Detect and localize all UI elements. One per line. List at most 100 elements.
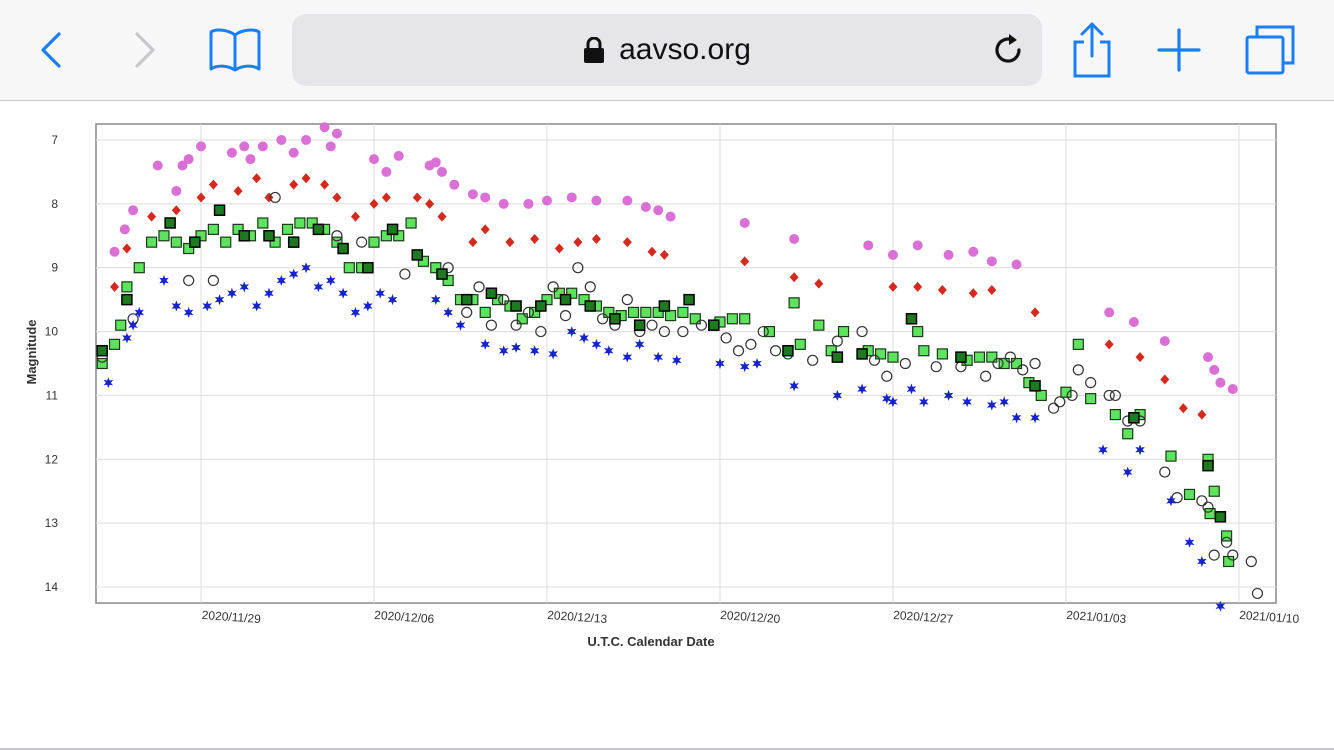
reload-icon[interactable] <box>990 32 1026 68</box>
data-point-star <box>832 389 843 401</box>
data-point-circle <box>1011 259 1022 270</box>
data-point-open-circle <box>1109 389 1121 402</box>
data-point-square <box>689 313 701 325</box>
data-point-square <box>281 223 294 235</box>
data-point-open-circle <box>1054 396 1066 408</box>
y-tick-label: 9 <box>51 261 58 275</box>
browser-toolbar: aavso.org <box>0 0 1334 101</box>
new-tab-icon[interactable] <box>1156 18 1202 82</box>
data-point-diamond <box>369 198 379 209</box>
data-point-open-circle <box>720 332 732 344</box>
data-point-diamond <box>437 211 447 222</box>
data-point-star <box>857 383 867 395</box>
data-point-open-circle <box>930 361 942 373</box>
data-point-open-circle <box>732 345 745 357</box>
data-point-square <box>1010 357 1023 370</box>
data-point-diamond <box>622 237 632 248</box>
data-point-square-dark <box>708 319 720 331</box>
data-point-star <box>264 287 274 299</box>
data-point-square <box>294 217 306 229</box>
data-point-square <box>417 255 430 267</box>
share-icon[interactable] <box>1070 18 1114 82</box>
data-point-open-circle <box>207 274 219 287</box>
data-point-open-circle <box>269 191 281 204</box>
data-point-square <box>936 348 948 360</box>
data-point-circle <box>245 154 256 165</box>
data-point-open-circle <box>584 281 596 293</box>
data-point-star <box>919 396 929 408</box>
data-point-star <box>739 361 750 373</box>
data-point-open-circle <box>461 306 473 319</box>
data-point-open-circle <box>677 325 689 338</box>
data-point-star <box>999 396 1009 408</box>
data-point-star <box>239 281 249 293</box>
data-points <box>96 122 1264 612</box>
data-point-square <box>1220 530 1233 542</box>
data-point-diamond <box>1104 339 1114 350</box>
data-point-star <box>227 287 237 299</box>
data-point-star <box>987 399 997 411</box>
address-bar[interactable]: aavso.org <box>292 14 1042 86</box>
data-point-circle <box>887 249 898 260</box>
data-point-square-dark <box>955 351 967 363</box>
data-point-open-circle <box>498 294 510 306</box>
data-point-square <box>430 262 442 274</box>
data-point-circle <box>1215 377 1226 388</box>
data-point-square <box>146 236 158 248</box>
data-point-open-circle <box>1202 501 1214 513</box>
data-point-square <box>232 223 244 235</box>
data-point-square <box>343 262 355 274</box>
data-point-star <box>715 358 725 369</box>
data-point-open-circle <box>1208 549 1220 561</box>
data-point-diamond <box>591 233 601 244</box>
back-icon[interactable] <box>34 18 70 82</box>
forward-icon[interactable] <box>126 18 162 82</box>
data-point-square <box>1072 338 1084 350</box>
data-point-square <box>998 357 1010 370</box>
data-point-open-circle <box>1085 377 1097 389</box>
data-point-diamond <box>888 281 898 292</box>
data-point-diamond <box>1030 307 1040 318</box>
data-point-open-circle <box>1103 389 1115 402</box>
data-point-square <box>1183 488 1196 501</box>
data-point-star <box>301 262 311 274</box>
data-point-circle <box>1209 364 1220 375</box>
data-point-circle <box>196 141 207 152</box>
data-point-square-dark <box>121 293 133 306</box>
data-point-star <box>128 319 138 331</box>
data-point-diamond <box>350 211 360 222</box>
data-point-diamond <box>320 179 330 190</box>
data-point-square <box>183 242 195 255</box>
data-point-open-circle <box>1220 536 1233 548</box>
tabs-icon[interactable] <box>1244 18 1296 82</box>
data-point-circle <box>1227 384 1238 395</box>
bookmarks-icon[interactable] <box>206 18 264 82</box>
data-point-circle <box>331 128 342 139</box>
y-tick-label: 7 <box>51 133 58 147</box>
data-point-circle <box>1203 352 1214 363</box>
data-point-star <box>943 389 954 401</box>
data-point-circle <box>467 189 478 200</box>
data-point-square-dark <box>287 236 300 248</box>
data-point-diamond <box>554 243 564 254</box>
data-point-circle <box>640 202 651 213</box>
data-point-star <box>548 348 558 360</box>
data-point-square-dark <box>164 217 176 229</box>
x-tick-label: 2021/01/03 <box>1066 608 1127 626</box>
data-point-star <box>1011 412 1022 424</box>
data-point-star <box>171 300 182 312</box>
data-point-diamond <box>659 249 669 260</box>
data-point-open-circle <box>1072 364 1084 376</box>
data-point-star <box>1215 600 1226 612</box>
data-point-circle <box>449 179 460 190</box>
data-point-square <box>96 357 108 370</box>
x-tick-label: 2020/12/06 <box>374 608 435 626</box>
data-point-circle <box>541 195 552 206</box>
y-tick-label: 11 <box>46 388 59 402</box>
data-point-star <box>511 342 521 353</box>
data-point-star <box>962 396 972 408</box>
data-point-square <box>380 230 392 242</box>
data-point-star <box>499 345 509 357</box>
data-point-star <box>431 294 441 306</box>
data-point-square-dark <box>633 319 646 331</box>
